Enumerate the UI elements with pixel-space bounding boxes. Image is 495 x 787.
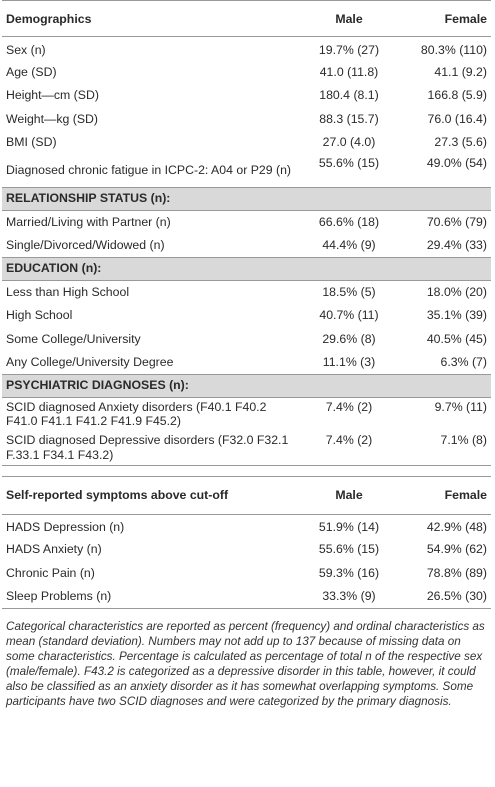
- female-value: 9.7% (11): [434, 399, 487, 414]
- row-label: Age (SD): [6, 64, 57, 79]
- table-row: Sleep Problems (n) 33.3% (9) 26.5% (30): [2, 584, 491, 609]
- row-label: Chronic Pain (n): [6, 565, 95, 580]
- symptoms-header-row: Self-reported symptoms above cut-off Mal…: [2, 475, 491, 515]
- section-label: RELATIONSHIP STATUS (n):: [2, 186, 491, 211]
- row-label: Any College/University Degree: [6, 354, 174, 369]
- female-value: 80.3% (110): [420, 42, 487, 57]
- section-label: PSYCHIATRIC DIAGNOSES (n):: [2, 373, 491, 398]
- table-divider: [2, 464, 491, 476]
- demographics-table: Demographics Male Female Sex (n) 19.7% (…: [2, 0, 491, 609]
- male-value: 19.7% (27): [318, 42, 380, 57]
- row-label: HADS Anxiety (n): [6, 542, 102, 556]
- female-value: 70.6% (79): [426, 214, 487, 229]
- male-value: 59.3% (16): [318, 565, 380, 580]
- male-value: 29.6% (8): [322, 331, 376, 346]
- male-value: 27.0 (4.0): [322, 135, 376, 149]
- female-value: 49.0% (54): [426, 156, 487, 170]
- row-label: Less than High School: [6, 284, 130, 299]
- table-row: BMI (SD) 27.0 (4.0) 27.3 (5.6): [2, 131, 491, 155]
- table-row: HADS Depression (n) 51.9% (14) 42.9% (48…: [2, 514, 491, 538]
- row-label: Sex (n): [6, 42, 46, 57]
- header-female: Female: [399, 475, 491, 515]
- table-row: Some College/University 29.6% (8) 40.5% …: [2, 327, 491, 351]
- row-label: High School: [6, 308, 73, 322]
- female-value: 7.1% (8): [440, 433, 487, 447]
- row-label: Some College/University: [6, 331, 141, 346]
- table-header-row: Demographics Male Female: [2, 0, 491, 37]
- table-row: Less than High School 18.5% (5) 18.0% (2…: [2, 280, 491, 304]
- row-label: Diagnosed chronic fatigue in ICPC-2: A04…: [6, 163, 292, 177]
- row-label: Weight—kg (SD): [6, 111, 99, 126]
- female-value: 76.0 (16.4): [427, 111, 487, 126]
- female-value: 41.1 (9.2): [434, 64, 487, 79]
- male-value: 7.4% (2): [325, 399, 373, 414]
- female-value: 54.9% (62): [426, 542, 487, 556]
- table-row: Sex (n) 19.7% (27) 80.3% (110): [2, 37, 491, 61]
- header-female: Female: [399, 0, 491, 37]
- section-header-relationship: RELATIONSHIP STATUS (n):: [2, 186, 491, 211]
- male-value: 7.4% (2): [325, 433, 373, 447]
- male-value: 33.3% (9): [299, 584, 399, 609]
- header-male: Male: [299, 0, 399, 37]
- female-value: 29.4% (33): [426, 237, 487, 252]
- table-footnote: Categorical characteristics are reported…: [6, 619, 485, 708]
- table-row: Single/Divorced/Widowed (n) 44.4% (9) 29…: [2, 234, 491, 258]
- table-row: SCID diagnosed Depressive disorders (F32…: [2, 431, 491, 465]
- female-value: 27.3 (5.6): [434, 135, 487, 149]
- table-row: HADS Anxiety (n) 55.6% (15) 54.9% (62): [2, 538, 491, 562]
- female-value: 166.8 (5.9): [427, 88, 487, 102]
- male-value: 40.7% (11): [319, 308, 379, 322]
- table-row: Height—cm (SD) 180.4 (8.1) 166.8 (5.9): [2, 84, 491, 108]
- male-value: 41.0 (11.8): [319, 64, 379, 79]
- male-value: 180.4 (8.1): [319, 88, 379, 102]
- male-value: 44.4% (9): [322, 237, 376, 252]
- female-value: 6.3% (7): [440, 354, 487, 369]
- row-label: HADS Depression (n): [6, 520, 125, 535]
- male-value: 11.1% (3): [322, 354, 376, 369]
- section-label: EDUCATION (n):: [2, 256, 491, 281]
- table-row: Any College/University Degree 11.1% (3) …: [2, 351, 491, 375]
- header-symptoms: Self-reported symptoms above cut-off: [2, 475, 299, 515]
- table-row: Diagnosed chronic fatigue in ICPC-2: A04…: [2, 154, 491, 187]
- row-label: SCID diagnosed Anxiety disorders (F40.1 …: [6, 399, 267, 429]
- female-value: 40.5% (45): [426, 331, 487, 346]
- row-label: Single/Divorced/Widowed (n): [6, 237, 165, 252]
- table-row: Weight—kg (SD) 88.3 (15.7) 76.0 (16.4): [2, 107, 491, 131]
- table-row: Married/Living with Partner (n) 66.6% (1…: [2, 210, 491, 234]
- male-value: 18.5% (5): [322, 284, 376, 299]
- row-label: BMI (SD): [6, 135, 57, 149]
- row-label: SCID diagnosed Depressive disorders (F32…: [6, 433, 289, 462]
- female-value: 78.8% (89): [426, 565, 487, 580]
- table-row: Age (SD) 41.0 (11.8) 41.1 (9.2): [2, 60, 491, 84]
- table-row: High School 40.7% (11) 35.1% (39): [2, 304, 491, 328]
- row-label: Married/Living with Partner (n): [6, 214, 171, 229]
- male-value: 55.6% (15): [318, 542, 380, 556]
- section-header-psychiatric: PSYCHIATRIC DIAGNOSES (n):: [2, 373, 491, 398]
- female-value: 26.5% (30): [399, 584, 491, 609]
- female-value: 18.0% (20): [426, 284, 487, 299]
- male-value: 51.9% (14): [318, 520, 380, 535]
- male-value: 55.6% (15): [318, 156, 380, 170]
- header-male: Male: [299, 475, 399, 515]
- row-label: Height—cm (SD): [6, 88, 99, 102]
- table-row: Chronic Pain (n) 59.3% (16) 78.8% (89): [2, 561, 491, 585]
- female-value: 42.9% (48): [426, 520, 487, 535]
- male-value: 88.3 (15.7): [319, 111, 379, 126]
- table-row: SCID diagnosed Anxiety disorders (F40.1 …: [2, 397, 491, 431]
- header-demographics: Demographics: [2, 0, 299, 37]
- male-value: 66.6% (18): [318, 214, 380, 229]
- female-value: 35.1% (39): [426, 308, 487, 322]
- row-label: Sleep Problems (n): [2, 584, 299, 609]
- section-header-education: EDUCATION (n):: [2, 256, 491, 281]
